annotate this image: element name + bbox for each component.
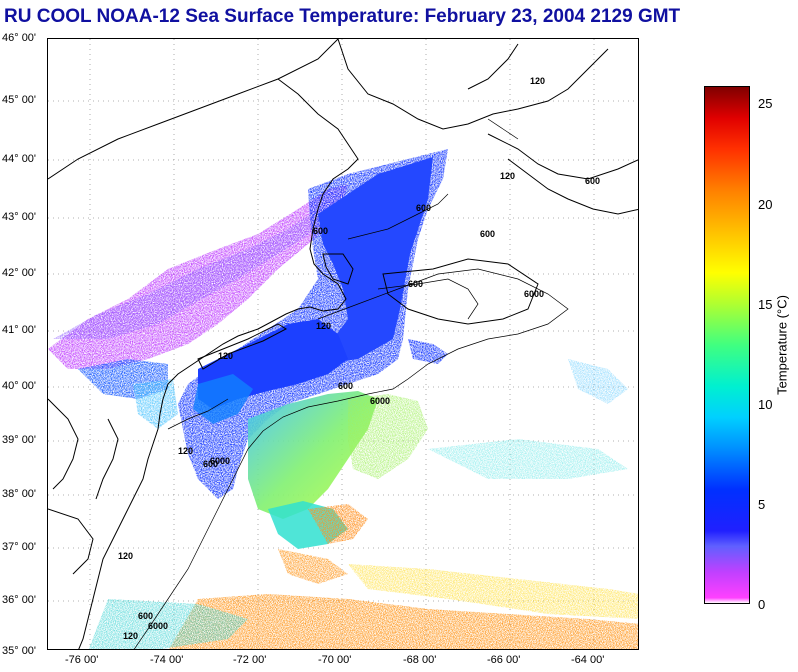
lat-label-39: 39° 00' [2,434,37,446]
lat-label-38: 38° 00' [2,488,37,500]
lat-label-40: 40° 00' [2,380,37,392]
colorbar-title: Temperature (°C) [774,295,790,395]
contour-label: 600 [313,226,328,236]
contour-label: 6000 [210,456,230,466]
contour-label: 6000 [524,289,544,299]
map-title: RU COOL NOAA-12 Sea Surface Temperature:… [4,6,681,27]
coastlines [48,39,638,649]
lon-label-72: -72 00' [233,654,267,666]
contour-label: 120 [178,446,193,456]
contour-label: 600 [585,176,600,186]
colorbar-tick-5: 5 [758,497,766,512]
contour-label: 600 [416,203,431,213]
contour-label: 120 [500,171,515,181]
lat-label-44: 44° 00' [2,153,37,165]
colorbar-tick-15: 15 [758,297,773,312]
contour-label: 6000 [370,396,390,406]
contour-label: 600 [480,229,495,239]
contour-label: 600 [338,381,353,391]
contour-label: 120 [316,321,331,331]
temperature-colorbar [704,86,750,604]
sst-map[interactable]: 120 120 120 600 600 600 6000 600 6000 12… [47,38,639,650]
sst-layer [48,149,638,649]
lat-label-36: 36° 00' [2,594,37,606]
lon-label-66: -66 00' [487,654,521,666]
contour-label: 600 [203,459,218,469]
lat-label-43: 43° 00' [2,211,37,223]
lat-label-42: 42° 00' [2,267,37,279]
lon-label-70: -70 00' [318,654,352,666]
contour-label: 120 [218,351,233,361]
colorbar-tick-20: 20 [758,197,773,212]
lat-label-37: 37° 00' [2,541,37,553]
sst-map-svg: 120 120 120 600 600 600 6000 600 6000 12… [48,39,638,649]
lon-label-74: -74 00' [150,654,184,666]
lat-label-45: 45° 00' [2,94,37,106]
colorbar-tick-0: 0 [758,597,766,612]
lat-label-35: 35° 00' [2,645,37,657]
contour-label: 6000 [148,621,168,631]
colorbar-tick-25: 25 [758,96,773,111]
bathymetry-contours [133,118,569,649]
lat-label-46: 46° 00' [2,32,37,44]
lat-label-41: 41° 00' [2,324,37,336]
contour-label: 600 [408,279,423,289]
contour-label: 120 [530,76,545,86]
contour-label: 120 [118,551,133,561]
contour-label: 120 [123,631,138,641]
lon-label-76: -76 00' [65,654,99,666]
lon-label-64: -64 00' [571,654,605,666]
lon-label-68: -68 00' [403,654,437,666]
contour-label: 600 [138,611,153,621]
colorbar-tick-10: 10 [758,397,773,412]
contour-labels: 120 120 120 600 600 600 6000 600 6000 12… [118,76,600,641]
